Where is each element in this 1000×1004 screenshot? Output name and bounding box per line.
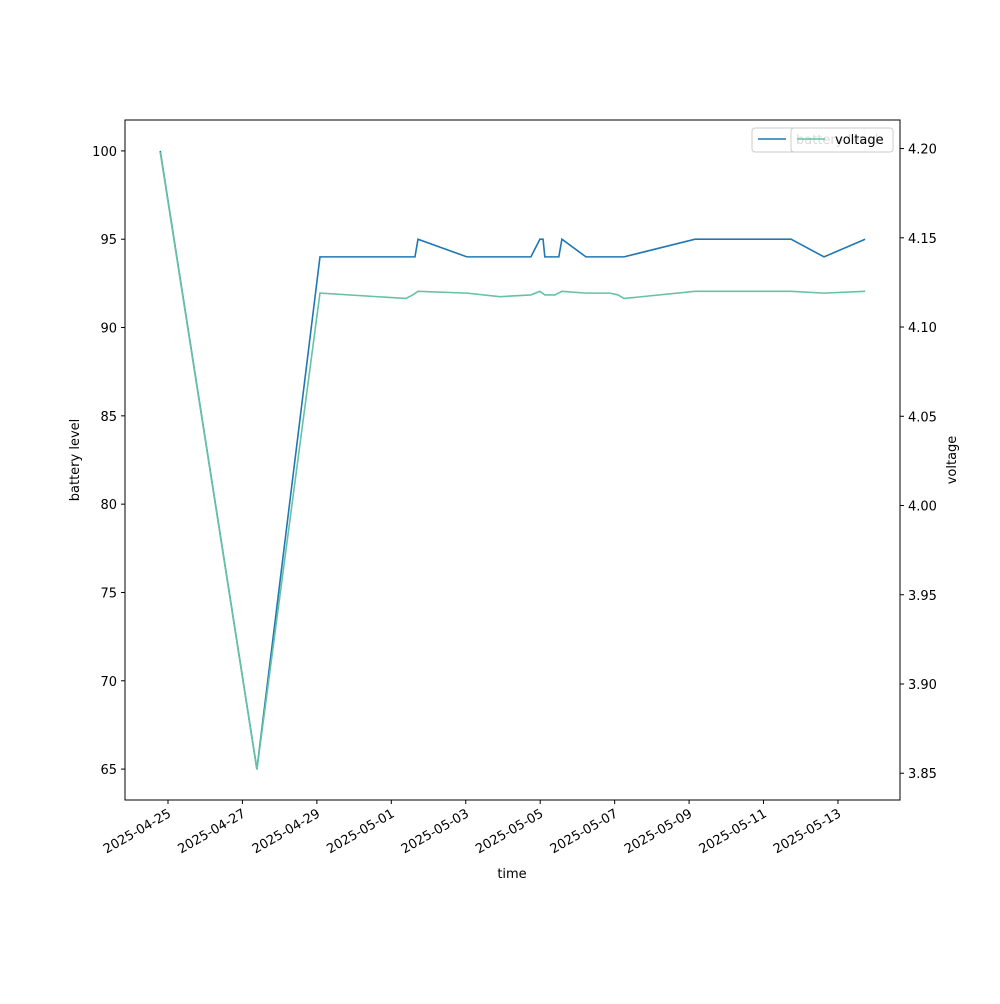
y-tick-label: 65 xyxy=(100,763,117,778)
y2-tick-label: 4.05 xyxy=(908,410,937,425)
y-tick-label: 70 xyxy=(100,675,117,690)
x-tick-label: 2025-05-13 xyxy=(771,806,844,857)
x-tick-label: 2025-05-07 xyxy=(548,806,621,857)
y2-axis-label: voltage xyxy=(945,436,960,485)
x-tick-label: 2025-05-09 xyxy=(622,806,695,857)
y2-tick-label: 4.00 xyxy=(908,500,937,515)
x-tick-label: 2025-04-25 xyxy=(101,806,174,857)
y2-tick-label: 3.85 xyxy=(908,767,937,782)
x-tick-label: 2025-05-01 xyxy=(324,806,397,857)
x-axis-label: time xyxy=(497,867,526,882)
legend-label: voltage xyxy=(835,133,884,148)
axes-frame xyxy=(124,119,901,801)
y2-tick-label: 3.95 xyxy=(908,589,937,604)
y2-tick-label: 4.20 xyxy=(908,143,937,158)
x-tick-label: 2025-04-27 xyxy=(175,806,248,857)
y-axis-label: battery level xyxy=(68,419,83,502)
y2-tick-label: 4.10 xyxy=(908,321,937,336)
y-tick-label: 75 xyxy=(100,586,117,601)
x-tick-label: 2025-05-03 xyxy=(399,806,472,857)
y2-tick-label: 4.15 xyxy=(908,232,937,247)
data-line xyxy=(159,150,866,770)
y-tick-label: 95 xyxy=(100,233,117,248)
y-tick-label: 90 xyxy=(100,322,117,337)
data-line xyxy=(159,152,866,770)
y-tick-label: 80 xyxy=(100,498,117,513)
x-tick-label: 2025-05-05 xyxy=(473,806,546,857)
y-tick-label: 85 xyxy=(100,410,117,425)
x-tick-label: 2025-04-29 xyxy=(250,806,323,857)
legend-box xyxy=(790,127,894,153)
y2-tick-label: 3.90 xyxy=(908,678,937,693)
y-tick-label: 100 xyxy=(92,145,117,160)
x-tick-label: 2025-05-11 xyxy=(697,806,770,857)
